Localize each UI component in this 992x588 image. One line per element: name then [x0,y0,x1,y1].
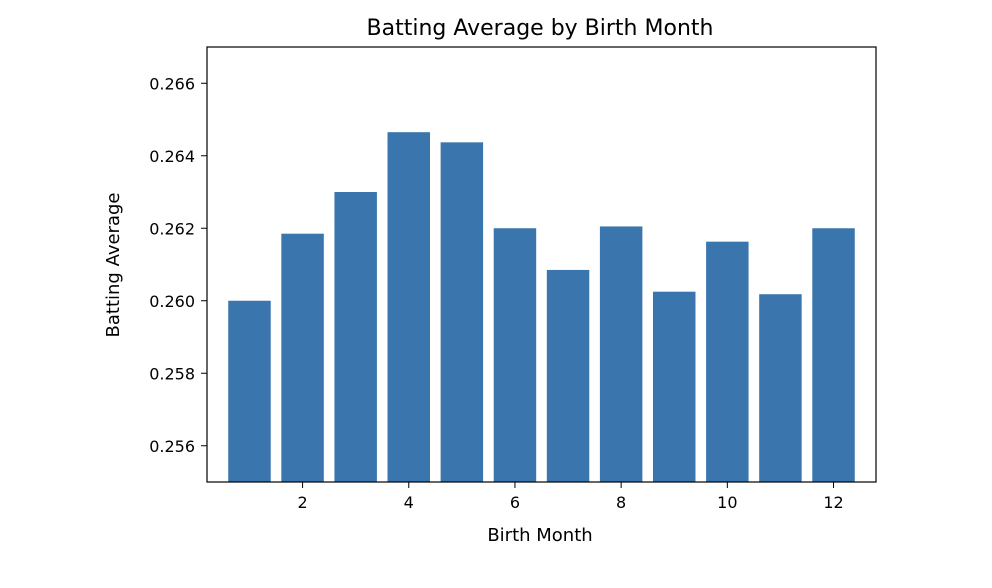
x-tick-label: 8 [616,493,626,512]
bar-month-8 [599,226,643,482]
y-tick-label: 0.256 [149,437,195,456]
bar-month-5 [440,142,484,482]
x-axis-label: Birth Month [487,525,592,546]
bar-month-2 [281,233,324,482]
bar-month-3 [334,192,377,482]
y-tick-label: 0.264 [149,147,195,166]
bar-month-7 [546,269,590,482]
x-tick-label: 6 [510,493,520,512]
x-tick-label: 4 [404,493,414,512]
chart-title: Batting Average by Birth Month [367,16,714,41]
bar-month-6 [493,228,537,482]
y-tick-label: 0.262 [149,219,195,238]
y-axis-label: Batting Average [103,193,124,338]
bar-month-10 [706,241,749,482]
x-axis-ticks: 2 4 6 8 10 12 [297,482,844,512]
y-tick-label: 0.258 [149,364,195,383]
y-axis-ticks: 0.256 0.258 0.260 0.262 0.264 0.266 [149,74,207,456]
y-tick-label: 0.266 [149,74,195,93]
x-tick-label: 12 [823,493,843,512]
x-tick-label: 10 [717,493,737,512]
bar-month-9 [653,291,696,482]
bar-month-12 [812,228,855,482]
plot-area-frame [206,46,877,483]
x-tick-label: 2 [297,493,307,512]
y-tick-label: 0.260 [149,292,195,311]
bar-month-11 [759,294,802,482]
bar-month-4 [387,132,430,482]
bar-month-1 [228,300,271,482]
bar-series [228,132,855,482]
